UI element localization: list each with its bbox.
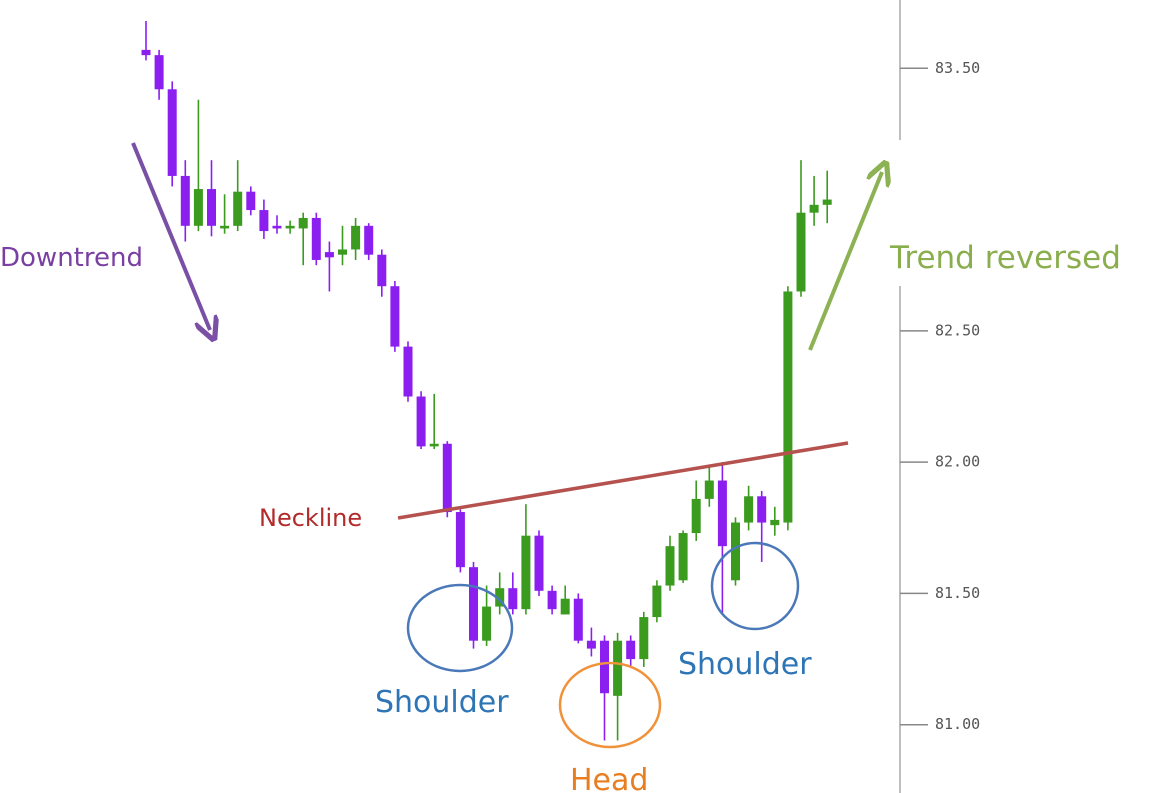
candle-body bbox=[678, 533, 688, 581]
candle-body bbox=[534, 535, 544, 591]
annotation: Shoulder bbox=[375, 685, 509, 720]
candle-body bbox=[351, 225, 361, 250]
candle-body bbox=[390, 286, 400, 347]
candle-body bbox=[822, 199, 832, 205]
candle-body bbox=[377, 254, 387, 287]
head-circle bbox=[558, 661, 662, 749]
candle-body bbox=[586, 640, 596, 649]
candle-body bbox=[600, 640, 609, 694]
candle-body bbox=[180, 175, 190, 226]
candle-body bbox=[272, 225, 282, 229]
candle-body bbox=[259, 210, 269, 232]
candle-body bbox=[508, 588, 518, 610]
candle-body bbox=[652, 585, 662, 618]
left-shoulder-circle bbox=[406, 583, 514, 673]
candle-body bbox=[285, 225, 295, 229]
annotation: Shoulder bbox=[678, 647, 812, 682]
annotation: Downtrend bbox=[0, 243, 143, 273]
candle-body bbox=[560, 598, 570, 615]
candle-body bbox=[796, 212, 806, 292]
reversal-arrow bbox=[808, 172, 882, 351]
candle-body bbox=[691, 498, 701, 534]
candle-body bbox=[521, 535, 531, 610]
candle-body bbox=[573, 598, 583, 641]
candle-body bbox=[547, 590, 557, 610]
candle-body bbox=[455, 512, 465, 568]
y-tick-label: 83.50 bbox=[935, 59, 980, 77]
candle-body bbox=[613, 640, 623, 696]
candle-body bbox=[207, 189, 216, 226]
candle-body bbox=[783, 291, 793, 523]
label-backdrop bbox=[880, 140, 1162, 286]
candle-body bbox=[154, 55, 164, 90]
candle-body bbox=[482, 606, 492, 641]
candle-body bbox=[429, 443, 439, 447]
candle-body bbox=[495, 588, 505, 607]
annotation: Head bbox=[570, 763, 648, 793]
y-tick-label: 82.50 bbox=[935, 321, 980, 339]
candle-body bbox=[364, 225, 374, 255]
neckline bbox=[397, 441, 849, 520]
candle-body bbox=[298, 217, 308, 229]
candle-body bbox=[403, 346, 413, 397]
candle-body bbox=[770, 519, 780, 526]
candle-body bbox=[416, 396, 426, 447]
candle-body bbox=[167, 89, 177, 176]
candle-body bbox=[639, 617, 649, 660]
annotations: Downtrend Neckline Shoulder Head Shoulde… bbox=[0, 140, 1162, 793]
candle-body bbox=[442, 443, 452, 513]
candle-body bbox=[717, 480, 727, 547]
candle-body bbox=[809, 204, 819, 213]
candle-body bbox=[626, 640, 636, 660]
candle-body bbox=[324, 252, 334, 258]
candle-body bbox=[246, 191, 256, 211]
downtrend-arrow bbox=[131, 142, 210, 330]
candle-body bbox=[744, 496, 754, 523]
candle-body bbox=[220, 225, 230, 229]
annotation: Trend reversed bbox=[889, 240, 1121, 276]
candle-body bbox=[233, 191, 243, 226]
candle-body bbox=[665, 546, 675, 586]
candle-body bbox=[704, 480, 714, 499]
annotation: Neckline bbox=[259, 504, 362, 532]
candle-body bbox=[338, 249, 347, 255]
candle-body bbox=[469, 567, 478, 641]
candle-body bbox=[757, 496, 767, 523]
y-tick-label: 81.50 bbox=[935, 584, 980, 602]
candle-body bbox=[731, 522, 740, 581]
candle-body bbox=[193, 189, 203, 226]
candle-body bbox=[311, 217, 321, 260]
y-tick-label: 82.00 bbox=[935, 453, 980, 471]
candle-body bbox=[141, 49, 151, 56]
y-tick-label: 81.00 bbox=[935, 715, 980, 733]
right-shoulder-circle bbox=[710, 541, 800, 631]
